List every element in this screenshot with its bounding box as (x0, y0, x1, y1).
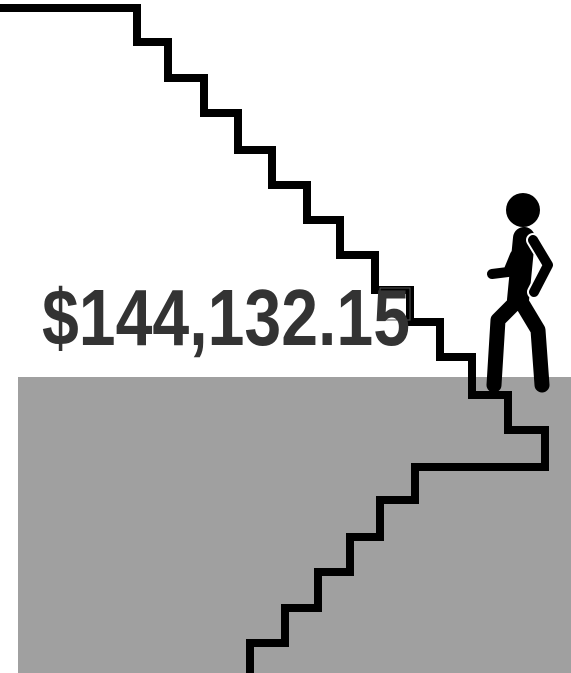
page: $144,132.15 (() => { const data = JSON.p… (0, 0, 571, 673)
amount-label: $144,132.15 (42, 273, 410, 362)
person-torso (518, 238, 524, 300)
person-head (506, 193, 540, 227)
ground (18, 377, 571, 673)
illustration: $144,132.15 (0, 0, 571, 673)
